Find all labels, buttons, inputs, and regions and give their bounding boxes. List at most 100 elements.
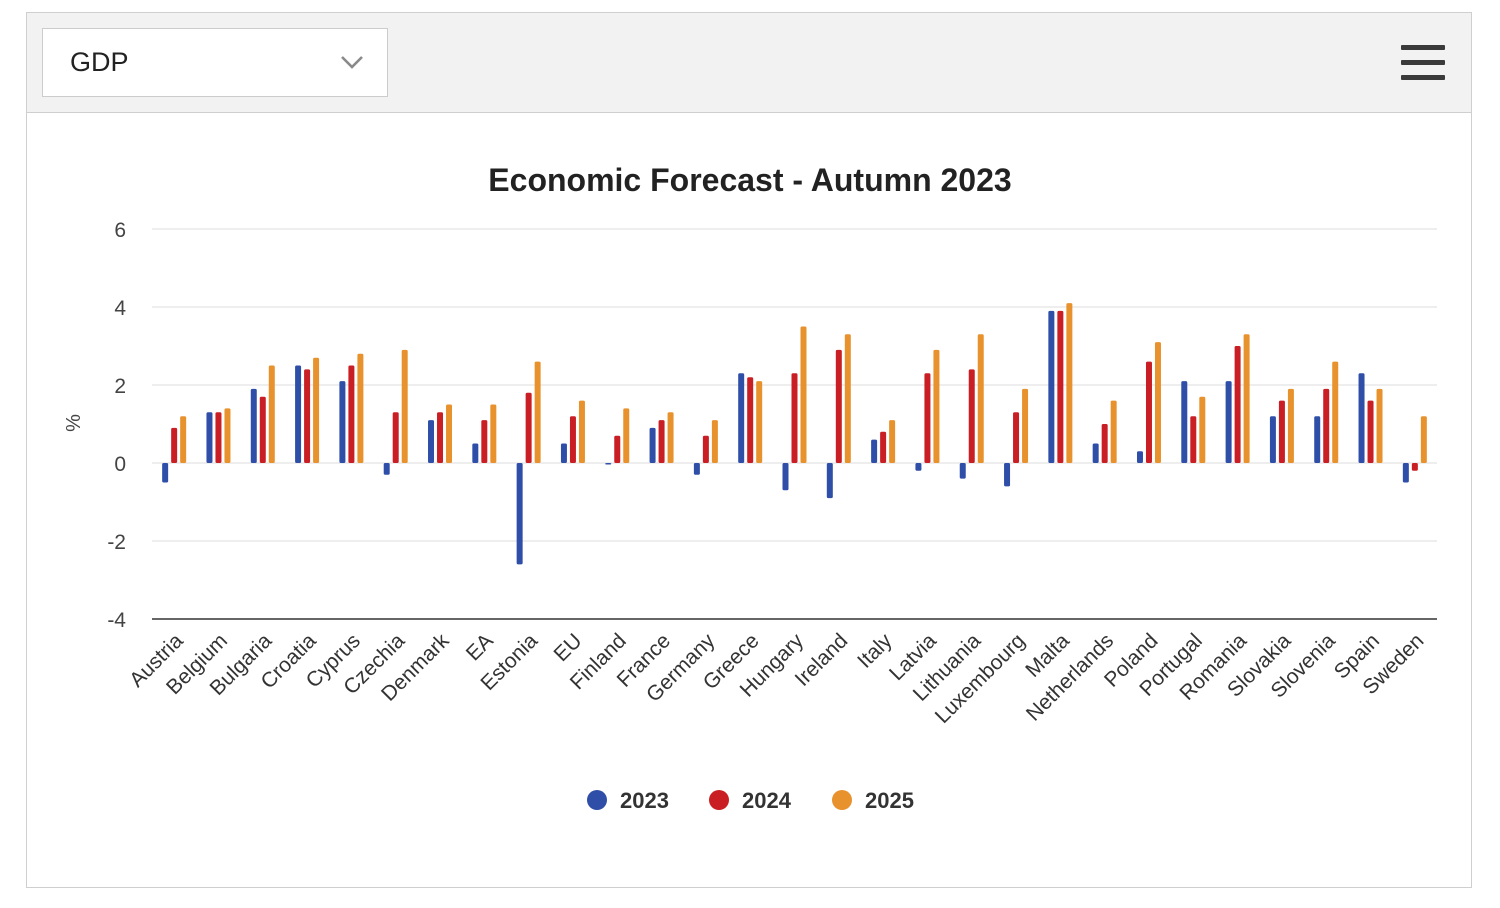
bar-cyprus-2024[interactable] — [348, 365, 355, 464]
bar-czechia-2025[interactable] — [401, 349, 408, 463]
bar-slovenia-2024[interactable] — [1323, 388, 1330, 463]
bar-ireland-2023[interactable] — [826, 463, 833, 499]
bar-lithuania-2023[interactable] — [959, 463, 966, 479]
bar-finland-2024[interactable] — [614, 435, 621, 463]
bar-luxembourg-2023[interactable] — [1004, 463, 1011, 487]
bar-portugal-2024[interactable] — [1190, 416, 1197, 463]
bar-italy-2025[interactable] — [889, 420, 896, 463]
bar-estonia-2023[interactable] — [516, 463, 523, 565]
bar-ea-2024[interactable] — [481, 420, 488, 463]
bar-germany-2024[interactable] — [702, 435, 709, 463]
bar-romania-2023[interactable] — [1225, 381, 1232, 463]
bar-ireland-2024[interactable] — [835, 349, 842, 463]
bar-denmark-2025[interactable] — [446, 404, 453, 464]
bar-sweden-2024[interactable] — [1411, 463, 1418, 471]
bar-eu-2023[interactable] — [560, 443, 567, 464]
bar-eu-2025[interactable] — [578, 400, 585, 463]
bar-hungary-2025[interactable] — [800, 326, 807, 464]
bar-ea-2025[interactable] — [490, 404, 497, 464]
bar-germany-2025[interactable] — [711, 420, 718, 463]
bar-greece-2024[interactable] — [747, 377, 754, 463]
indicator-dropdown[interactable]: GDP — [42, 28, 388, 97]
bar-netherlands-2025[interactable] — [1110, 400, 1117, 463]
bar-spain-2024[interactable] — [1367, 400, 1374, 463]
bar-finland-2023[interactable] — [605, 463, 612, 465]
legend-marker-icon — [832, 790, 852, 810]
bar-ireland-2025[interactable] — [844, 334, 851, 463]
bar-luxembourg-2025[interactable] — [1022, 388, 1029, 463]
bar-greece-2025[interactable] — [756, 381, 763, 463]
bar-sweden-2023[interactable] — [1402, 463, 1409, 483]
bar-slovakia-2024[interactable] — [1278, 400, 1285, 463]
bar-slovenia-2023[interactable] — [1314, 416, 1321, 463]
bar-portugal-2023[interactable] — [1181, 381, 1188, 463]
bar-cyprus-2025[interactable] — [357, 353, 364, 463]
bar-lithuania-2024[interactable] — [968, 369, 975, 463]
bar-eu-2024[interactable] — [569, 416, 576, 463]
chart-title: Economic Forecast - Autumn 2023 — [488, 162, 1011, 198]
bar-romania-2025[interactable] — [1243, 334, 1250, 463]
bar-austria-2024[interactable] — [171, 427, 178, 463]
bar-lithuania-2025[interactable] — [977, 334, 984, 463]
y-tick-label: 6 — [114, 219, 126, 242]
legend-item-2025[interactable]: 2025 — [832, 788, 914, 813]
bar-germany-2023[interactable] — [693, 463, 700, 475]
y-tick-label: 2 — [114, 375, 126, 398]
bar-croatia-2024[interactable] — [304, 369, 311, 463]
bar-luxembourg-2024[interactable] — [1013, 412, 1020, 463]
bar-italy-2024[interactable] — [880, 431, 887, 463]
bar-denmark-2024[interactable] — [437, 412, 444, 463]
bar-bulgaria-2024[interactable] — [259, 396, 266, 463]
bar-cyprus-2023[interactable] — [339, 381, 346, 463]
bar-slovakia-2025[interactable] — [1287, 388, 1294, 463]
bar-belgium-2024[interactable] — [215, 412, 222, 463]
bar-sweden-2025[interactable] — [1420, 416, 1427, 463]
bar-croatia-2025[interactable] — [313, 357, 320, 463]
bar-greece-2023[interactable] — [738, 373, 745, 463]
bar-poland-2023[interactable] — [1136, 451, 1143, 463]
bar-spain-2023[interactable] — [1358, 373, 1365, 463]
bar-slovenia-2025[interactable] — [1332, 361, 1339, 463]
legend-item-2023[interactable]: 2023 — [587, 788, 669, 813]
bar-poland-2025[interactable] — [1154, 342, 1161, 463]
bar-bulgaria-2025[interactable] — [268, 365, 275, 464]
bar-belgium-2023[interactable] — [206, 412, 213, 463]
bar-netherlands-2024[interactable] — [1101, 424, 1108, 463]
bar-austria-2025[interactable] — [180, 416, 187, 463]
bar-hungary-2024[interactable] — [791, 373, 798, 463]
bar-finland-2025[interactable] — [623, 408, 630, 463]
bar-france-2023[interactable] — [649, 427, 656, 463]
bar-slovakia-2023[interactable] — [1269, 416, 1276, 463]
hamburger-menu-icon[interactable] — [1399, 43, 1447, 83]
bar-portugal-2025[interactable] — [1199, 396, 1206, 463]
bar-hungary-2023[interactable] — [782, 463, 789, 491]
bar-romania-2024[interactable] — [1234, 346, 1241, 463]
bar-france-2024[interactable] — [658, 420, 665, 463]
bar-malta-2025[interactable] — [1066, 303, 1073, 463]
bar-malta-2024[interactable] — [1057, 310, 1064, 463]
bar-latvia-2024[interactable] — [924, 373, 931, 463]
legend-label: 2025 — [865, 788, 914, 813]
bar-estonia-2025[interactable] — [534, 361, 541, 463]
bar-czechia-2024[interactable] — [392, 412, 399, 463]
y-tick-label: 4 — [114, 297, 126, 320]
bar-croatia-2023[interactable] — [295, 365, 302, 464]
bar-denmark-2023[interactable] — [428, 420, 435, 463]
bar-austria-2023[interactable] — [162, 463, 169, 483]
bar-estonia-2024[interactable] — [525, 392, 532, 463]
bar-poland-2024[interactable] — [1145, 361, 1152, 463]
bar-czechia-2023[interactable] — [383, 463, 390, 475]
bar-netherlands-2023[interactable] — [1092, 443, 1099, 464]
bar-latvia-2025[interactable] — [933, 349, 940, 463]
bar-latvia-2023[interactable] — [915, 463, 922, 471]
bar-ea-2023[interactable] — [472, 443, 479, 464]
bar-spain-2025[interactable] — [1376, 388, 1383, 463]
legend-item-2024[interactable]: 2024 — [709, 788, 792, 813]
bar-belgium-2025[interactable] — [224, 408, 231, 463]
legend-label: 2024 — [742, 788, 792, 813]
bar-italy-2023[interactable] — [871, 439, 878, 463]
bar-bulgaria-2023[interactable] — [250, 388, 257, 463]
bar-malta-2023[interactable] — [1048, 310, 1055, 463]
bar-france-2025[interactable] — [667, 412, 674, 463]
